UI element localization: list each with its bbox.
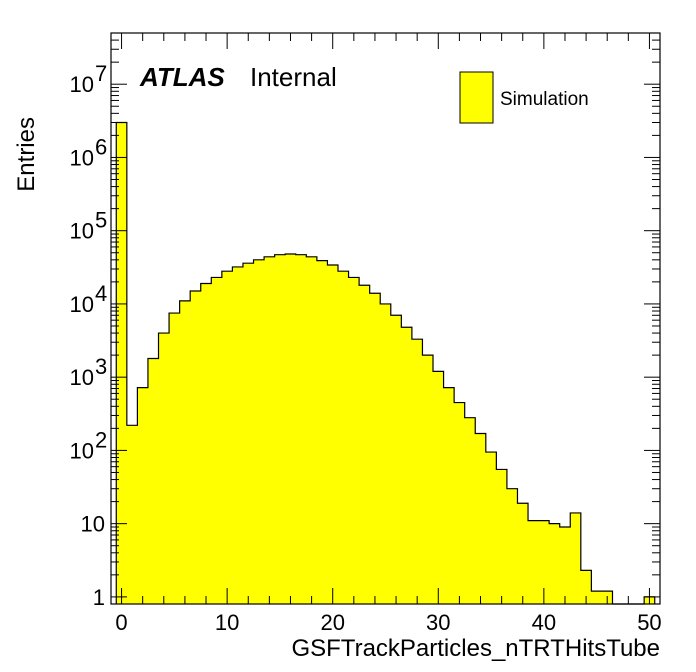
- histogram-bar: [253, 259, 265, 604]
- x-tick-label: 30: [426, 610, 450, 635]
- histogram-bar: [116, 122, 128, 605]
- histogram-bar: [580, 570, 592, 604]
- svg-text:10: 10: [70, 72, 94, 97]
- histogram-bar: [538, 520, 550, 604]
- histogram-bar: [496, 469, 508, 604]
- histogram-bar: [242, 263, 254, 604]
- histogram-bar: [390, 315, 402, 604]
- svg-text:10: 10: [70, 438, 94, 463]
- histogram-bar: [528, 520, 539, 604]
- svg-text:1: 1: [93, 585, 105, 610]
- histogram-bar: [348, 277, 360, 604]
- svg-text:3: 3: [95, 354, 107, 379]
- histogram-bar: [485, 452, 497, 604]
- x-axis-title: GSFTrackParticles_nTRTHitsTube: [291, 635, 660, 662]
- histogram-outline: [115, 121, 656, 605]
- svg-text:6: 6: [95, 134, 107, 159]
- histogram-bar: [264, 256, 276, 604]
- histogram-bar: [591, 591, 603, 604]
- histogram-bar: [221, 271, 233, 604]
- histogram-bar: [443, 387, 455, 604]
- histogram-bar: [179, 300, 191, 604]
- axis-ticks: [111, 32, 660, 604]
- x-tick-label: 20: [320, 610, 344, 635]
- x-tick-label: 0: [115, 610, 127, 635]
- histogram-bar: [454, 402, 466, 604]
- svg-text:10: 10: [70, 365, 94, 390]
- svg-text:10: 10: [70, 219, 94, 244]
- y-tick-label: 10 6: [70, 134, 108, 170]
- y-axis-title: Entries: [13, 117, 40, 192]
- histogram-bar: [475, 433, 487, 604]
- y-tick-label: 1: [93, 585, 105, 610]
- legend-swatch: [459, 71, 494, 124]
- histogram-bar: [137, 387, 149, 604]
- histogram-bar: [559, 527, 571, 604]
- histogram-bar: [401, 327, 413, 604]
- histogram-bar: [570, 512, 582, 604]
- histogram-bar: [327, 264, 339, 604]
- y-tick-label: 10 7: [70, 61, 108, 97]
- histogram-bar: [433, 371, 444, 604]
- histogram-bar: [232, 266, 244, 604]
- y-tick-label: 10 3: [70, 354, 108, 390]
- histogram-bar: [169, 313, 181, 604]
- histogram-bar: [337, 271, 349, 604]
- histogram-bar: [147, 358, 159, 604]
- y-tick-label: 10 5: [70, 208, 108, 244]
- histogram-bar: [274, 254, 286, 605]
- histogram-bar: [369, 293, 381, 604]
- histogram-bar: [306, 256, 318, 604]
- svg-text:10: 10: [70, 292, 94, 317]
- atlas-label: ATLAS: [139, 62, 225, 92]
- x-tick-label: 50: [637, 610, 661, 635]
- histogram-bar: [464, 417, 476, 604]
- histogram-bar: [517, 503, 529, 604]
- svg-text:10: 10: [81, 512, 105, 537]
- x-tick-label: 10: [215, 610, 239, 635]
- y-tick-label: 10: [81, 512, 105, 537]
- histogram-bar: [316, 260, 328, 604]
- histogram-bar: [190, 291, 202, 604]
- svg-text:10: 10: [70, 145, 94, 170]
- x-tick-label: 40: [532, 610, 556, 635]
- y-tick-label: 10 2: [70, 427, 108, 463]
- histogram-bar: [359, 285, 371, 604]
- svg-text:7: 7: [95, 61, 107, 86]
- histogram-bars: [116, 122, 656, 605]
- internal-label: Internal: [250, 62, 337, 92]
- histogram-bar: [126, 425, 138, 604]
- histogram-bar: [200, 283, 212, 604]
- histogram-bar: [158, 333, 170, 604]
- histogram-bar: [549, 523, 561, 604]
- svg-text:2: 2: [95, 427, 107, 452]
- histogram-bar: [380, 303, 392, 604]
- histogram-bar: [285, 254, 297, 604]
- legend-label: Simulation: [500, 89, 589, 110]
- y-tick-label: 10 4: [70, 281, 108, 317]
- plot-frame: [110, 32, 661, 605]
- histogram-bar: [422, 355, 434, 604]
- histogram-bar: [211, 277, 223, 604]
- svg-text:4: 4: [95, 281, 107, 306]
- svg-text:5: 5: [95, 208, 107, 233]
- histogram-bar: [506, 488, 518, 604]
- histogram-bar: [295, 254, 307, 605]
- histogram-bar: [411, 339, 423, 604]
- x-tick-labels: 0 10 20 30 40 50: [115, 610, 661, 635]
